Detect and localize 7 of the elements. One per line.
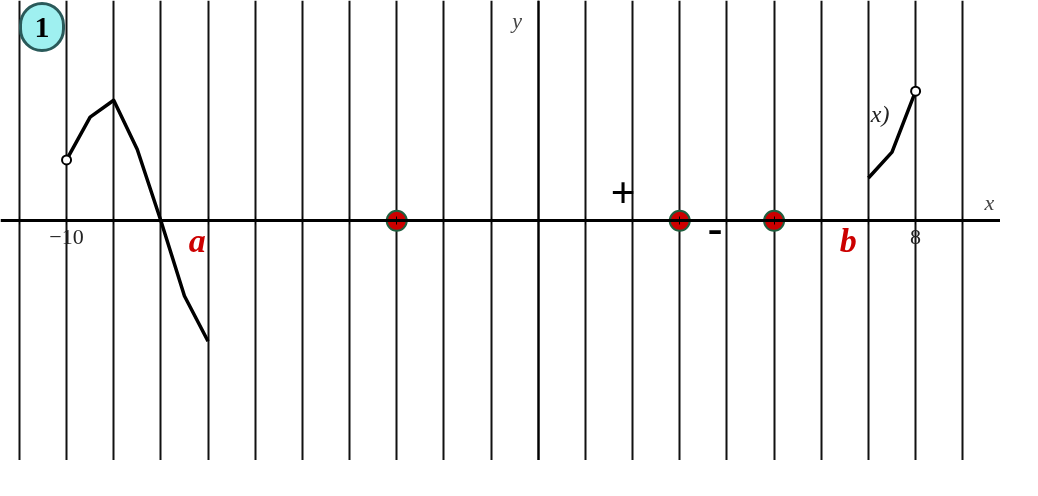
annotation: b: [839, 221, 857, 259]
x-axis-title: x: [983, 189, 995, 215]
annotation: -: [707, 204, 723, 254]
y-axis-title: y: [510, 7, 523, 33]
annotation: x): [869, 101, 890, 128]
annotation: a: [188, 221, 206, 259]
text: 1: [34, 9, 50, 43]
